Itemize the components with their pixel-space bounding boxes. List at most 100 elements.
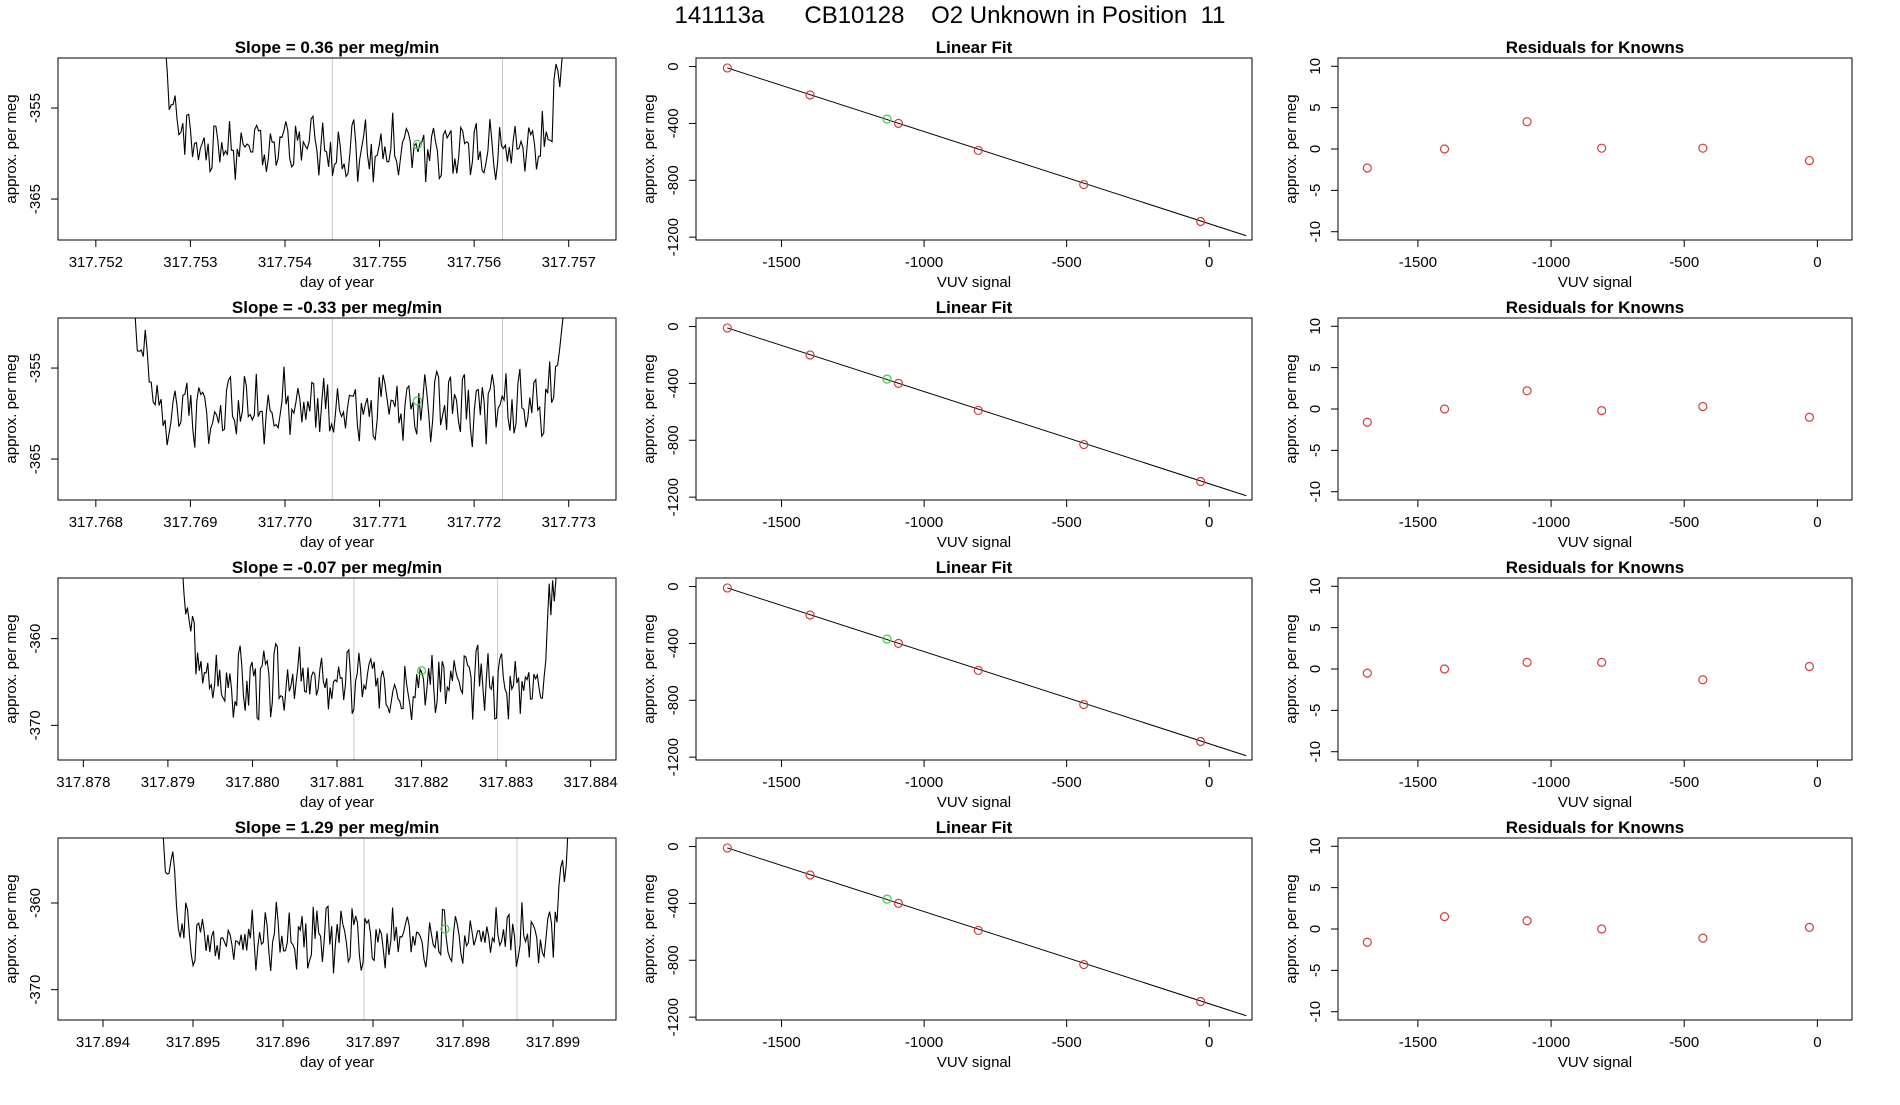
y-tick-label: 0 — [665, 322, 682, 330]
plot-area — [722, 583, 1247, 757]
y-axis-label: approx. per meg — [3, 874, 20, 983]
known-point — [1597, 924, 1607, 934]
x-tick-label: -500 — [1669, 514, 1699, 531]
x-tick-label: 317.896 — [256, 1034, 310, 1051]
panel-r4c3: Residuals for Knowns VUV signal approx. pe… — [1283, 818, 1853, 1071]
x-tick-label: 317.883 — [479, 774, 533, 791]
known-point — [1597, 406, 1607, 416]
plot-area — [162, 838, 569, 1020]
plot-area — [722, 323, 1247, 497]
y-tick-label: -365 — [27, 184, 44, 214]
panel-title: Residuals for Knowns — [1506, 298, 1685, 317]
y-tick-label: 10 — [1307, 578, 1324, 595]
y-tick-label: -800 — [665, 165, 682, 195]
plot-frame — [1337, 577, 1853, 761]
panel-r2c2: Linear Fit VUV signal approx. per meg -1500… — [641, 298, 1253, 551]
known-point — [1698, 933, 1708, 943]
y-axis-label: approx. per meg — [641, 354, 658, 463]
panel-title: Linear Fit — [936, 298, 1013, 317]
x-tick-label: 317.898 — [436, 1034, 490, 1051]
panel-r2c1: Slope = -0.33 per meg/min day of year appr… — [3, 298, 617, 551]
panel-r1c3: Residuals for Knowns VUV signal approx. pe… — [1283, 38, 1853, 291]
panel-r1c1: Slope = 0.36 per meg/min day of year appro… — [3, 38, 617, 291]
x-tick-label: -500 — [1052, 774, 1082, 791]
x-tick-label: 0 — [1205, 514, 1213, 531]
x-tick-label: 317.755 — [352, 254, 406, 271]
unknown-point — [882, 634, 892, 644]
known-point — [1196, 216, 1206, 227]
x-tick-label: -500 — [1669, 1034, 1699, 1051]
y-tick-label: 0 — [665, 842, 682, 850]
known-point — [722, 583, 732, 593]
known-point — [973, 405, 983, 416]
x-tick-label: 0 — [1813, 774, 1821, 791]
known-point — [1196, 996, 1206, 1007]
x-tick-label: 317.881 — [310, 774, 364, 791]
known-point — [1522, 657, 1532, 667]
y-tick-label: -5 — [1307, 704, 1324, 717]
fit-line — [727, 327, 1247, 497]
known-point — [893, 638, 904, 649]
panel-title: Residuals for Knowns — [1506, 558, 1685, 577]
y-tick-label: -1200 — [665, 478, 682, 516]
known-point — [1079, 439, 1089, 450]
known-point — [1804, 412, 1814, 422]
y-tick-label: -360 — [27, 888, 44, 918]
panel-r2c3: Residuals for Knowns VUV signal approx. pe… — [1283, 298, 1853, 551]
plot-frame — [1337, 837, 1853, 1021]
x-axis-label: VUV signal — [937, 1054, 1011, 1071]
x-tick-label: -1000 — [1532, 254, 1570, 271]
y-tick-label: 10 — [1307, 318, 1324, 335]
y-axis-label: approx. per meg — [641, 874, 658, 983]
x-tick-label: 317.757 — [542, 254, 596, 271]
known-point — [1804, 661, 1814, 672]
x-tick-label: 317.772 — [447, 514, 501, 531]
per-meg-trace — [134, 318, 564, 448]
known-point — [722, 63, 732, 73]
panel-title: Linear Fit — [936, 818, 1013, 837]
unknown-marker — [440, 924, 450, 934]
y-tick-label: -800 — [665, 425, 682, 455]
x-tick-label: 317.878 — [56, 774, 110, 791]
known-point — [973, 145, 983, 156]
unknown-marker — [412, 139, 422, 150]
known-point — [1522, 916, 1532, 926]
panel-title: Linear Fit — [936, 558, 1013, 577]
x-tick-label: -500 — [1052, 254, 1082, 271]
x-tick-label: 317.769 — [163, 514, 217, 531]
plot-area — [722, 843, 1247, 1017]
y-tick-label: -1200 — [665, 738, 682, 776]
plot-frame — [695, 317, 1253, 501]
plot-area — [1362, 386, 1814, 427]
known-point — [1597, 143, 1607, 153]
y-axis-label: approx. per meg — [1283, 354, 1300, 463]
known-point — [722, 323, 732, 333]
x-tick-label: 317.899 — [526, 1034, 580, 1051]
fit-line — [727, 67, 1247, 237]
known-point — [805, 610, 815, 620]
x-axis-label: day of year — [300, 794, 374, 811]
known-point — [1439, 144, 1450, 154]
y-tick-label: 5 — [1307, 103, 1324, 111]
y-tick-label: -800 — [665, 945, 682, 975]
x-tick-label: 317.895 — [166, 1034, 220, 1051]
panel-r4c2: Linear Fit VUV signal approx. per meg -1500… — [641, 818, 1253, 1071]
x-axis-label: day of year — [300, 1054, 374, 1071]
y-tick-label: -5 — [1307, 964, 1324, 977]
plot-area — [182, 578, 557, 760]
x-tick-label: -1000 — [905, 774, 943, 791]
known-point — [1804, 155, 1814, 166]
known-point — [893, 118, 904, 129]
x-tick-label: 0 — [1205, 254, 1213, 271]
plot-frame — [57, 317, 617, 501]
known-point — [1196, 476, 1206, 487]
x-tick-label: 0 — [1205, 1034, 1213, 1051]
y-tick-label: -360 — [27, 624, 44, 654]
known-point — [1597, 657, 1607, 667]
x-axis-label: VUV signal — [937, 274, 1011, 291]
plot-area — [165, 58, 563, 240]
plot-frame — [57, 57, 617, 241]
known-point — [805, 90, 815, 100]
x-tick-label: -1500 — [762, 514, 800, 531]
